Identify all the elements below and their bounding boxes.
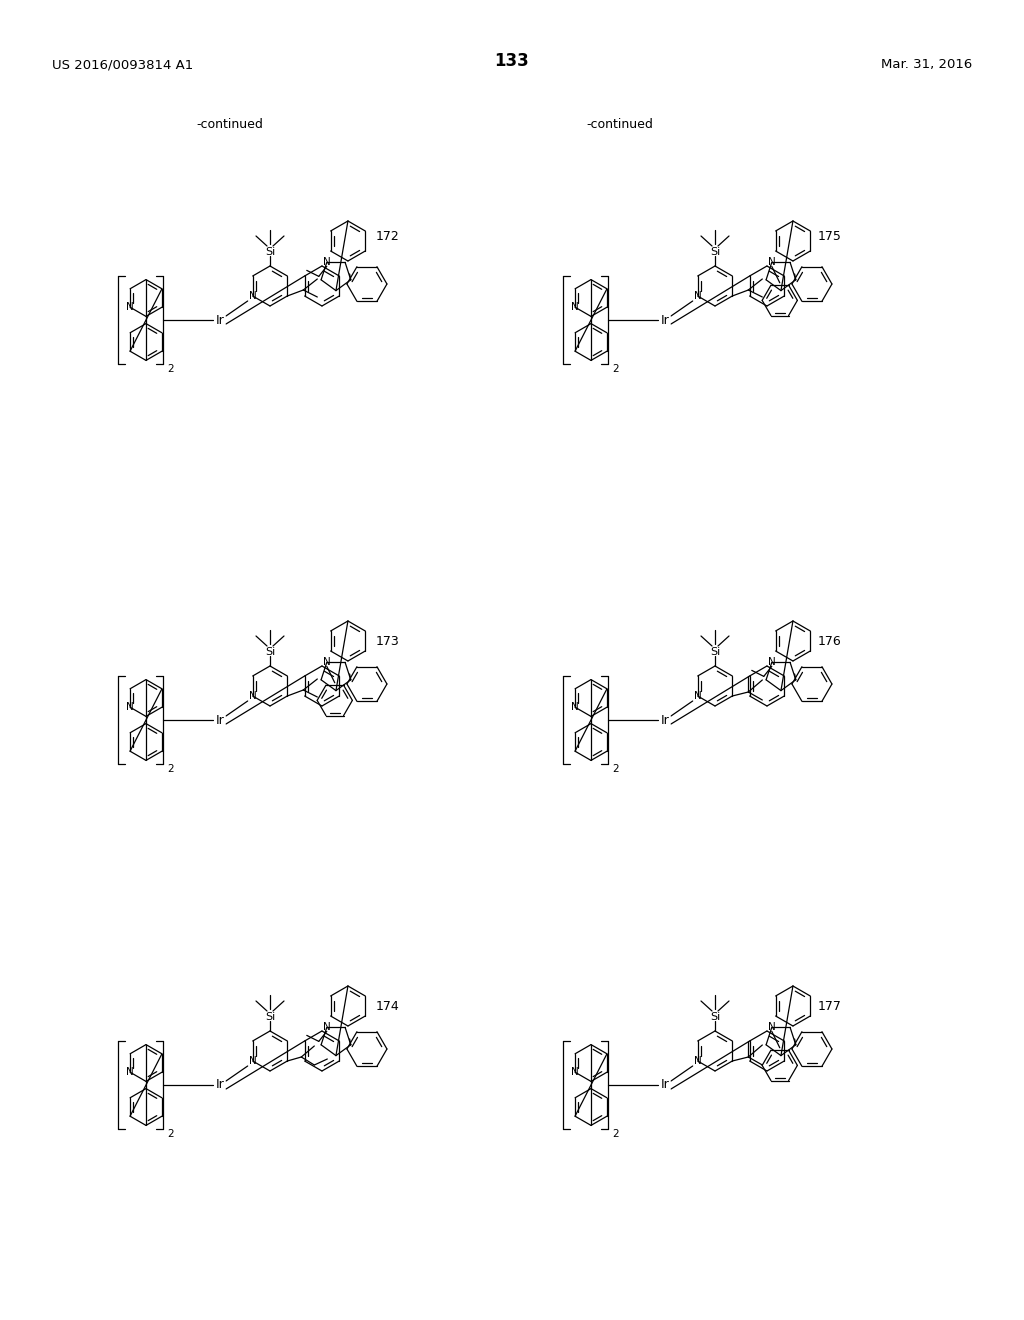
Text: Si: Si — [265, 247, 275, 257]
Text: 2: 2 — [612, 1130, 618, 1139]
Text: N: N — [323, 657, 331, 668]
Text: N: N — [571, 302, 579, 313]
Text: Si: Si — [710, 647, 720, 657]
Text: 2: 2 — [612, 764, 618, 775]
Text: -continued: -continued — [587, 117, 653, 131]
Text: Ir: Ir — [216, 714, 224, 726]
Text: Si: Si — [265, 1012, 275, 1022]
Text: Ir: Ir — [660, 714, 670, 726]
Text: N: N — [249, 1056, 257, 1067]
Text: 2: 2 — [612, 364, 618, 375]
Text: N: N — [323, 257, 331, 268]
Text: 177: 177 — [818, 1001, 842, 1012]
Text: Ir: Ir — [216, 314, 224, 326]
Text: 176: 176 — [818, 635, 842, 648]
Text: N: N — [768, 657, 775, 668]
Text: 2: 2 — [167, 1130, 174, 1139]
Text: Ir: Ir — [660, 314, 670, 326]
Text: N: N — [249, 690, 257, 701]
Text: N: N — [249, 290, 257, 301]
Text: 173: 173 — [376, 635, 400, 648]
Text: N: N — [323, 1023, 331, 1032]
Text: 175: 175 — [818, 230, 842, 243]
Text: Si: Si — [710, 1012, 720, 1022]
Text: 133: 133 — [495, 51, 529, 70]
Text: Mar. 31, 2016: Mar. 31, 2016 — [881, 58, 972, 71]
Text: -continued: -continued — [197, 117, 263, 131]
Text: 2: 2 — [167, 764, 174, 775]
Text: N: N — [768, 257, 775, 268]
Text: N: N — [571, 702, 579, 713]
Text: Si: Si — [265, 647, 275, 657]
Text: US 2016/0093814 A1: US 2016/0093814 A1 — [52, 58, 194, 71]
Text: N: N — [694, 690, 701, 701]
Text: 172: 172 — [376, 230, 400, 243]
Text: N: N — [126, 1067, 134, 1077]
Text: 2: 2 — [167, 364, 174, 375]
Text: N: N — [694, 290, 701, 301]
Text: N: N — [126, 702, 134, 713]
Text: N: N — [768, 1023, 775, 1032]
Text: Ir: Ir — [660, 1078, 670, 1092]
Text: 174: 174 — [376, 1001, 400, 1012]
Text: N: N — [694, 1056, 701, 1067]
Text: N: N — [126, 302, 134, 313]
Text: Si: Si — [710, 247, 720, 257]
Text: Ir: Ir — [216, 1078, 224, 1092]
Text: N: N — [571, 1067, 579, 1077]
